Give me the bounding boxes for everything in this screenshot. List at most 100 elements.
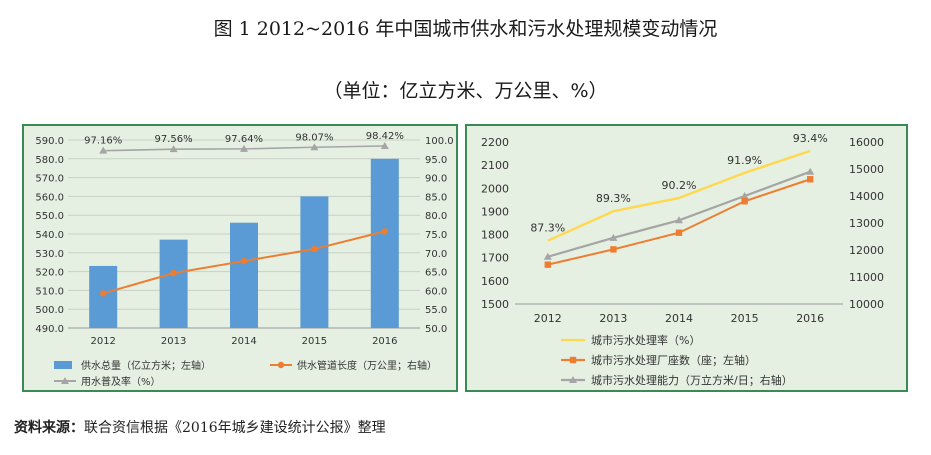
data-label-treatment-rate: 93.4% xyxy=(793,132,828,145)
x-tick-label: 2013 xyxy=(161,336,186,347)
point-plant-count xyxy=(610,246,617,253)
x-tick-label: 2012 xyxy=(534,312,562,325)
legend-label: 供水管道长度（万公里；右轴） xyxy=(297,359,437,372)
data-label-treatment-rate: 91.9% xyxy=(727,154,762,167)
point-coverage-rate xyxy=(169,145,178,153)
data-label-coverage-rate: 97.16% xyxy=(84,136,122,147)
point-treatment-capacity xyxy=(675,216,683,224)
point-treatment-capacity xyxy=(609,233,618,241)
y-right-tick-label: 80.0 xyxy=(425,211,447,222)
y-left-tick-label: 530.0 xyxy=(35,249,64,260)
legend-label: 用水普及率（%） xyxy=(81,375,161,388)
y-left-tick-label: 580.0 xyxy=(35,155,64,166)
y-left-tick-label: 510.0 xyxy=(35,286,64,297)
y-left-tick-label: 490.0 xyxy=(35,324,64,335)
y-right-tick-label: 70.0 xyxy=(425,249,447,260)
data-label-treatment-rate: 90.2% xyxy=(662,179,697,192)
y-right-tick-label: 13000 xyxy=(849,217,884,230)
y-left-tick-label: 1700 xyxy=(481,252,509,265)
source-note: 资料来源：联合资信根据《2016年城乡建设统计公报》整理 xyxy=(14,417,386,437)
point-treatment-capacity xyxy=(740,192,749,199)
y-left-tick-label: 570.0 xyxy=(35,174,64,185)
x-tick-label: 2013 xyxy=(599,312,627,325)
bar-water-supply xyxy=(370,158,399,328)
source-label: 资料来源： xyxy=(14,420,84,436)
point-coverage-rate xyxy=(310,143,319,151)
point-coverage-rate xyxy=(99,146,108,154)
y-right-tick-label: 95.0 xyxy=(425,155,447,166)
point-pipeline-length xyxy=(311,245,318,253)
bar-water-supply xyxy=(230,222,258,328)
source-text: 联合资信根据《2016年城乡建设统计公报》整理 xyxy=(84,420,386,436)
x-tick-label: 2014 xyxy=(665,312,693,325)
y-left-tick-label: 550.0 xyxy=(35,211,64,222)
data-label-coverage-rate: 97.64% xyxy=(225,134,263,145)
y-right-tick-label: 11000 xyxy=(849,271,884,284)
legend-marker xyxy=(569,376,577,383)
bar-water-supply xyxy=(89,265,118,328)
point-coverage-rate xyxy=(380,141,389,149)
legend-marker xyxy=(569,356,577,364)
y-right-tick-label: 14000 xyxy=(849,190,884,203)
point-pipeline-length xyxy=(100,290,107,297)
y-right-tick-label: 10000 xyxy=(849,298,884,311)
point-pipeline-length xyxy=(240,257,248,265)
y-left-tick-label: 1500 xyxy=(481,298,509,311)
x-tick-label: 2016 xyxy=(372,336,397,347)
y-right-tick-label: 100.0 xyxy=(425,136,454,147)
y-right-tick-label: 85.0 xyxy=(425,192,447,203)
point-plant-count xyxy=(675,229,683,236)
data-label-treatment-rate: 89.3% xyxy=(596,192,631,205)
data-label-coverage-rate: 98.07% xyxy=(295,132,333,143)
data-label-coverage-rate: 97.56% xyxy=(155,134,193,145)
y-left-tick-label: 2100 xyxy=(481,159,509,172)
x-tick-label: 2016 xyxy=(796,312,824,325)
y-right-tick-label: 15000 xyxy=(849,163,884,176)
y-right-tick-label: 55.0 xyxy=(425,305,447,316)
data-label-coverage-rate: 98.42% xyxy=(366,131,404,142)
series-line-treatment-rate xyxy=(547,149,811,242)
point-treatment-capacity xyxy=(543,252,552,260)
x-tick-label: 2015 xyxy=(731,312,759,325)
point-pipeline-length xyxy=(381,228,388,235)
y-left-tick-label: 2200 xyxy=(481,136,509,149)
chart-title: 图 1 2012~2016 年中国城市供水和污水处理规模变动情况 xyxy=(213,18,718,40)
legend-label: 城市污水处理能力（万立方米/日；右轴） xyxy=(591,373,793,387)
legend-marker xyxy=(61,377,69,384)
water-supply-chart: 490.0 500.0 510.0 520.0 530.0 540.0 550.0 560.0… xyxy=(35,131,454,388)
point-pipeline-length xyxy=(170,269,177,277)
y-left-tick-label: 2000 xyxy=(481,182,509,195)
y-left-tick-label: 590.0 xyxy=(35,136,64,147)
point-plant-count xyxy=(741,198,748,205)
point-plant-count xyxy=(544,261,551,268)
y-right-tick-label: 90.0 xyxy=(425,174,447,185)
y-right-tick-label: 65.0 xyxy=(425,268,447,279)
bar-water-supply xyxy=(300,196,329,328)
water-supply-chart-panel: 490.0 500.0 510.0 520.0 530.0 540.0 550.0 560.0… xyxy=(22,124,458,392)
y-left-tick-label: 520.0 xyxy=(35,268,64,279)
sewage-treatment-chart-panel: 1500 1600 1700 1800 1900 2000 2100 2200 10000 110… xyxy=(465,124,908,392)
data-label-treatment-rate: 87.3% xyxy=(530,222,565,235)
bar-water-supply xyxy=(159,239,188,328)
legend-swatch xyxy=(54,361,72,369)
sewage-treatment-chart: 1500 1600 1700 1800 1900 2000 2100 2200 10000 110… xyxy=(481,132,884,387)
x-tick-label: 2012 xyxy=(90,336,115,347)
point-plant-count xyxy=(807,176,814,183)
y-left-tick-label: 500.0 xyxy=(35,305,64,316)
x-tick-label: 2014 xyxy=(231,336,256,347)
y-left-tick-label: 540.0 xyxy=(35,230,64,241)
legend-label: 供水总量（亿立方米；左轴） xyxy=(81,359,211,372)
y-right-tick-label: 60.0 xyxy=(425,286,447,297)
point-coverage-rate xyxy=(240,144,248,152)
y-left-tick-label: 560.0 xyxy=(35,192,64,203)
x-tick-label: 2015 xyxy=(302,336,327,347)
y-right-tick-label: 75.0 xyxy=(425,230,447,241)
y-left-tick-label: 1900 xyxy=(481,205,509,218)
legend-label: 城市污水处理率（%） xyxy=(591,333,700,347)
legend-label: 城市污水处理厂座数（座；左轴） xyxy=(591,353,756,367)
y-right-tick-label: 16000 xyxy=(849,136,884,149)
point-treatment-capacity xyxy=(806,167,815,175)
y-right-tick-label: 50.0 xyxy=(425,324,447,335)
y-left-tick-label: 1800 xyxy=(481,229,509,242)
y-right-tick-label: 12000 xyxy=(849,244,884,257)
